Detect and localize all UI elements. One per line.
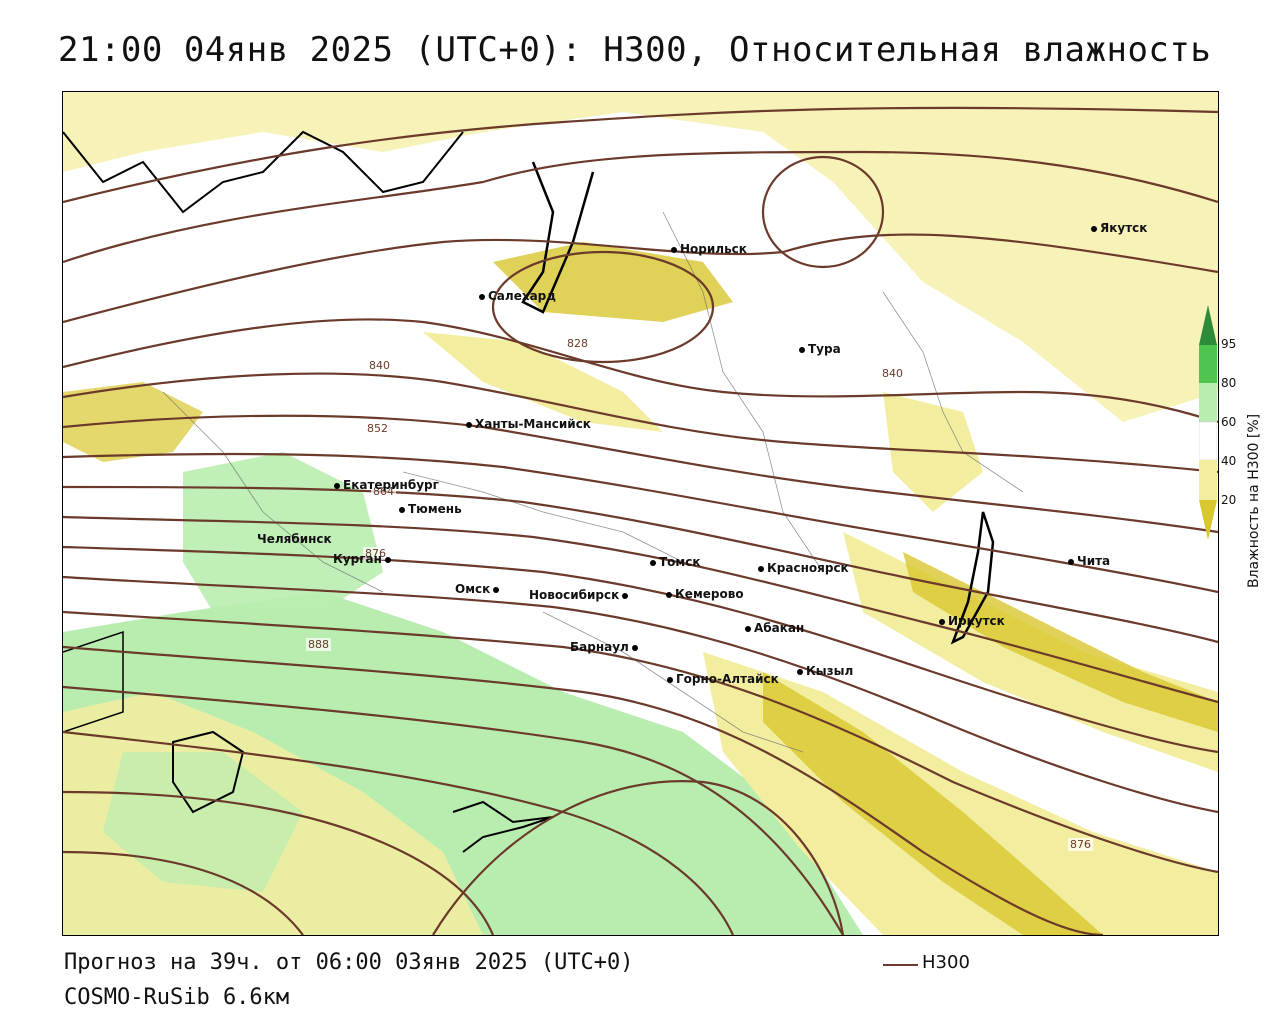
city-marker: Норильск xyxy=(671,242,747,256)
city-dot-icon xyxy=(797,668,803,675)
contour-label: 852 xyxy=(365,422,390,435)
city-dot-icon xyxy=(479,293,485,300)
city-marker: Екатеринбург xyxy=(334,478,439,492)
contour-legend-label: H300 xyxy=(922,952,970,973)
contour-legend-line xyxy=(883,964,918,966)
colorbar-tick: 20 xyxy=(1221,493,1237,507)
colorbar-tick: 95 xyxy=(1221,337,1237,351)
city-dot-icon xyxy=(758,565,764,572)
map-canvas xyxy=(63,92,1218,935)
colorbar-tick: 40 xyxy=(1221,454,1237,468)
city-dot-icon xyxy=(384,556,391,563)
city-dot-icon xyxy=(1068,558,1074,565)
city-dot-icon xyxy=(650,559,656,566)
city-dot-icon xyxy=(745,625,751,632)
city-marker: Барнаул xyxy=(570,640,641,654)
city-dot-icon xyxy=(799,346,805,353)
city-marker: Кызыл xyxy=(797,664,853,678)
city-dot-icon xyxy=(466,421,472,428)
contour-label: 840 xyxy=(367,359,392,372)
city-marker: Челябинск xyxy=(257,532,332,546)
contour-label: 876 xyxy=(363,547,388,560)
colorbar-tick: 60 xyxy=(1221,415,1237,429)
contour-label: 888 xyxy=(306,638,331,651)
city-dot-icon xyxy=(666,591,672,598)
city-marker: Абакан xyxy=(745,621,804,635)
city-dot-icon xyxy=(399,506,405,513)
city-marker: Чита xyxy=(1068,554,1110,568)
contour-label: 876 xyxy=(1068,838,1093,851)
city-marker: Кемерово xyxy=(666,587,744,601)
city-dot-icon xyxy=(631,644,638,651)
forecast-info: Прогноз на 39ч. от 06:00 03янв 2025 (UTC… xyxy=(64,950,634,975)
humidity-colorbar xyxy=(1199,305,1217,540)
city-marker: Салехард xyxy=(479,289,556,303)
colorbar-tick: 80 xyxy=(1221,376,1237,390)
city-dot-icon xyxy=(334,482,340,489)
page-title: 21:00 04янв 2025 (UTC+0): H300, Относите… xyxy=(58,30,1212,70)
city-marker: Омск xyxy=(455,582,502,596)
model-name: COSMO-RuSib 6.6км xyxy=(64,985,290,1010)
city-marker: Тура xyxy=(799,342,841,356)
city-marker: Новосибирск xyxy=(529,588,631,602)
city-marker: Томск xyxy=(650,555,701,569)
city-marker: Курган xyxy=(333,552,394,566)
weather-map: 828 840 852 864 876 888 840 876 Якутск Н… xyxy=(62,91,1219,936)
city-marker: Якутск xyxy=(1091,221,1147,235)
contour-label: 864 xyxy=(371,485,396,498)
city-marker: Иркутск xyxy=(939,614,1005,628)
h300-contours xyxy=(63,106,1218,935)
city-marker: Красноярск xyxy=(758,561,849,575)
city-dot-icon xyxy=(671,246,677,253)
city-dot-icon xyxy=(667,676,673,683)
city-dot-icon xyxy=(493,586,500,593)
city-marker: Горно-Алтайск xyxy=(667,672,779,686)
city-marker: Тюмень xyxy=(399,502,462,516)
city-marker: Ханты-Мансийск xyxy=(466,417,591,431)
city-dot-icon xyxy=(1091,225,1097,232)
city-dot-icon xyxy=(622,592,629,599)
city-dot-icon xyxy=(939,618,945,625)
contour-label: 840 xyxy=(880,367,905,380)
contour-label: 828 xyxy=(565,337,590,350)
colorbar-title: Влажность на H300 [%] xyxy=(1246,413,1262,588)
